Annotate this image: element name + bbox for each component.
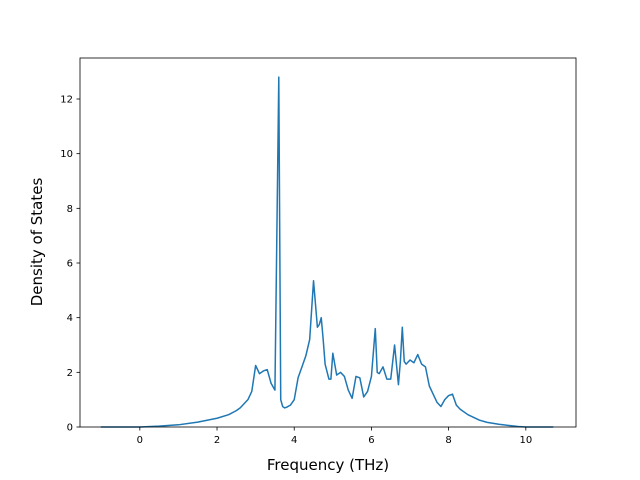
x-tick-label: 2	[214, 435, 220, 446]
x-tick-label: 10	[519, 435, 532, 446]
x-axis-label: Frequency (THz)	[267, 456, 389, 474]
x-tick-label: 4	[291, 435, 297, 446]
y-tick-label: 10	[60, 149, 73, 160]
y-tick-label: 8	[67, 204, 73, 215]
y-tick-label: 0	[67, 423, 73, 434]
y-tick-label: 2	[67, 368, 73, 379]
axes-frame	[79, 57, 577, 428]
y-tick-label: 12	[60, 95, 73, 106]
y-tick-label: 4	[67, 313, 73, 324]
plot-area	[100, 76, 554, 428]
y-tick-label: 6	[67, 259, 73, 270]
axes: 0 2 4 6 8 10 0 2 4 6 8 10 12	[60, 57, 577, 446]
x-tick-label: 6	[368, 435, 374, 446]
x-tick-label: 0	[137, 435, 143, 446]
dos-series-line-0	[100, 76, 554, 428]
y-axis-label: Density of States	[28, 178, 46, 307]
x-tick-label: 8	[445, 435, 451, 446]
